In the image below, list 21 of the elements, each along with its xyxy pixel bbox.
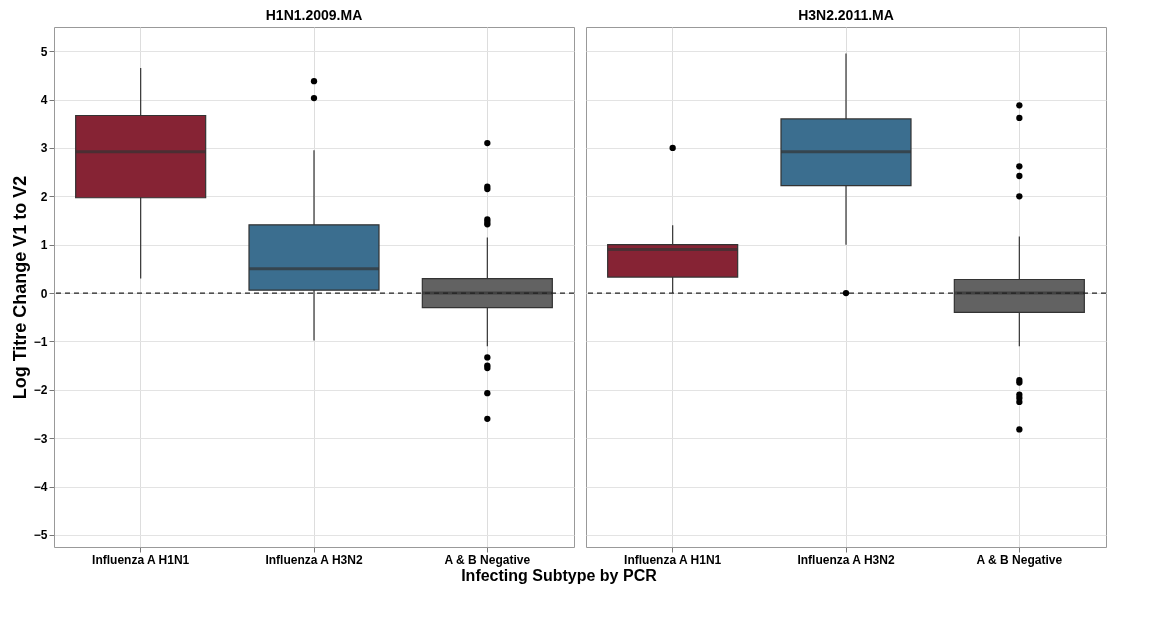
y-tick-label: 1 — [40, 238, 48, 253]
x-axis-title: Infecting Subtype by PCR — [461, 566, 658, 584]
y-tick-label: −3 — [33, 431, 48, 446]
x-tick-label: Influenza A H3N2 — [265, 552, 363, 567]
y-tick-label: −5 — [33, 528, 48, 543]
x-tick-label: Influenza A H1N1 — [624, 552, 722, 567]
y-tick-label: 2 — [40, 189, 48, 204]
y-tick-label: −2 — [33, 383, 48, 398]
y-axis-title: Log Titre Change V1 to V2 — [9, 175, 30, 400]
y-tick-label: −1 — [33, 334, 48, 349]
x-tick-label: A & B Negative — [976, 552, 1063, 567]
y-tick-label: −4 — [33, 480, 48, 495]
y-tick-label: 5 — [40, 44, 48, 59]
y-tick-label: 3 — [40, 141, 48, 156]
y-tick-label: 0 — [40, 286, 48, 301]
y-tick-label: 4 — [40, 93, 48, 108]
x-tick-label: Influenza A H3N2 — [797, 552, 895, 567]
x-tick-label: A & B Negative — [444, 552, 531, 567]
chart-title: H1N1.2009.MA — [265, 7, 363, 23]
chart-title: H3N2.2011.MA — [798, 7, 894, 23]
x-tick-label: Influenza A H1N1 — [92, 552, 190, 567]
